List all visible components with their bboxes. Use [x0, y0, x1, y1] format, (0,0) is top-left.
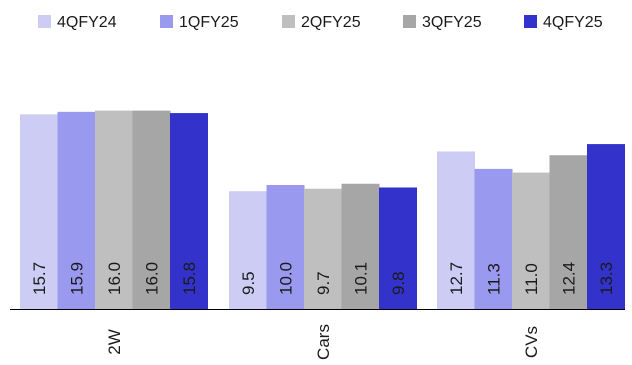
legend-swatch-3qfy25	[403, 15, 416, 28]
bar-cvs-2qfy25	[512, 172, 550, 309]
data-label-2w-3qfy25: 16.0	[142, 262, 161, 295]
data-label-cars-3qfy25: 10.1	[351, 262, 370, 295]
data-label-2w-4qfy25: 15.8	[180, 262, 199, 295]
category-label-2w: 2W	[105, 329, 124, 355]
legend-swatch-4qfy24	[38, 15, 51, 28]
data-label-cvs-4qfy25: 13.3	[597, 262, 616, 295]
data-label-cars-2qfy25: 9.7	[314, 271, 333, 295]
bar-cvs-3qfy25	[549, 155, 588, 309]
legend-swatch-1qfy25	[160, 15, 173, 28]
data-label-cars-1qfy25: 10.0	[276, 262, 295, 295]
legend-label-1qfy25: 1QFY25	[179, 14, 239, 31]
bar-2w-4qfy24	[20, 114, 58, 309]
data-label-cars-4qfy25: 9.8	[389, 271, 408, 295]
data-label-cvs-3qfy25: 12.4	[559, 262, 578, 295]
bar-cvs-4qfy24	[437, 151, 475, 309]
category-labels: 2W Cars CVs	[105, 324, 541, 360]
data-label-2w-1qfy25: 15.9	[67, 262, 86, 295]
legend: 4QFY24 1QFY25 2QFY25 3QFY25 4QFY25	[38, 14, 603, 31]
value-labels: 15.7 15.9 16.0 16.0 15.8 9.5 10.0 9.7 10.1 9.8 12.…	[30, 262, 616, 295]
bars	[20, 110, 625, 309]
data-label-cvs-4qfy24: 12.7	[447, 262, 466, 295]
data-label-cvs-2qfy25: 11.0	[522, 263, 541, 295]
legend-swatch-4qfy25	[524, 15, 537, 28]
bar-2w-1qfy25	[57, 111, 96, 309]
bar-2w-3qfy25	[132, 110, 171, 309]
bar-cars-4qfy25	[379, 187, 417, 309]
legend-label-2qfy25: 2QFY25	[301, 14, 361, 31]
bar-cars-2qfy25	[304, 188, 342, 309]
bar-cars-4qfy24	[229, 191, 267, 309]
legend-label-4qfy25: 4QFY25	[543, 14, 603, 31]
bar-2w-4qfy25	[170, 113, 208, 309]
bar-2w-2qfy25	[95, 110, 133, 309]
legend-label-4qfy24: 4QFY24	[57, 14, 117, 31]
data-label-cvs-1qfy25: 11.3	[484, 263, 503, 295]
category-label-cars: Cars	[314, 324, 333, 360]
bar-cars-3qfy25	[341, 183, 380, 309]
bar-cars-1qfy25	[266, 185, 305, 309]
legend-swatch-2qfy25	[282, 15, 295, 28]
legend-label-3qfy25: 3QFY25	[422, 14, 482, 31]
category-label-cvs: CVs	[522, 326, 541, 358]
bar-cvs-1qfy25	[474, 168, 513, 309]
data-label-2w-4qfy24: 15.7	[30, 262, 49, 295]
data-label-2w-2qfy25: 16.0	[105, 262, 124, 295]
bar-cvs-4qfy25	[587, 144, 625, 309]
data-label-cars-4qfy24: 9.5	[239, 271, 258, 295]
